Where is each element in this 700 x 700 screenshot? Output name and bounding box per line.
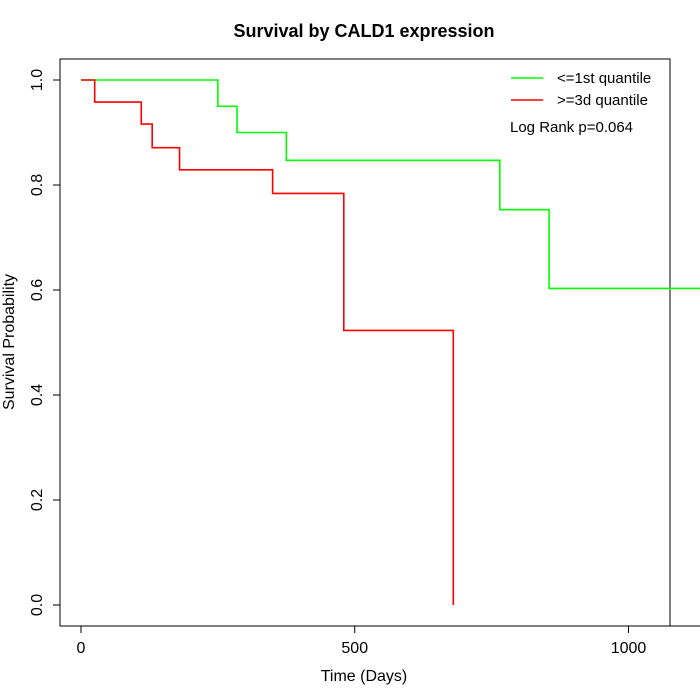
y-tick-label: 0.8 (29, 174, 46, 196)
series-line-1 (81, 79, 455, 605)
y-tick-label: 0.0 (29, 594, 46, 616)
y-tick-label: 0.2 (29, 489, 46, 511)
log-rank-annotation: Log Rank p=0.064 (510, 119, 633, 136)
chart-title: Survival by CALD1 expression (233, 21, 494, 41)
series-line-0 (81, 79, 700, 290)
x-tick-label: 1000 (611, 640, 647, 657)
y-tick-label: 0.6 (29, 279, 46, 301)
x-tick-label: 500 (341, 640, 368, 657)
y-tick-label: 1.0 (29, 69, 46, 91)
legend: <=1st quantile >=3d quantile (511, 70, 651, 109)
x-tick-label: 0 (77, 640, 86, 657)
y-axis-label: Survival Probability (1, 274, 18, 410)
x-axis-label: Time (Days) (321, 668, 408, 685)
series-layer (81, 79, 700, 605)
y-axis: 0.0 0.2 0.4 0.6 0.8 1.0 (29, 69, 61, 616)
legend-label: >=3d quantile (557, 92, 648, 109)
y-tick-label: 0.4 (29, 384, 46, 406)
x-axis: 0500100015002000 (77, 625, 700, 657)
legend-label: <=1st quantile (557, 70, 651, 87)
